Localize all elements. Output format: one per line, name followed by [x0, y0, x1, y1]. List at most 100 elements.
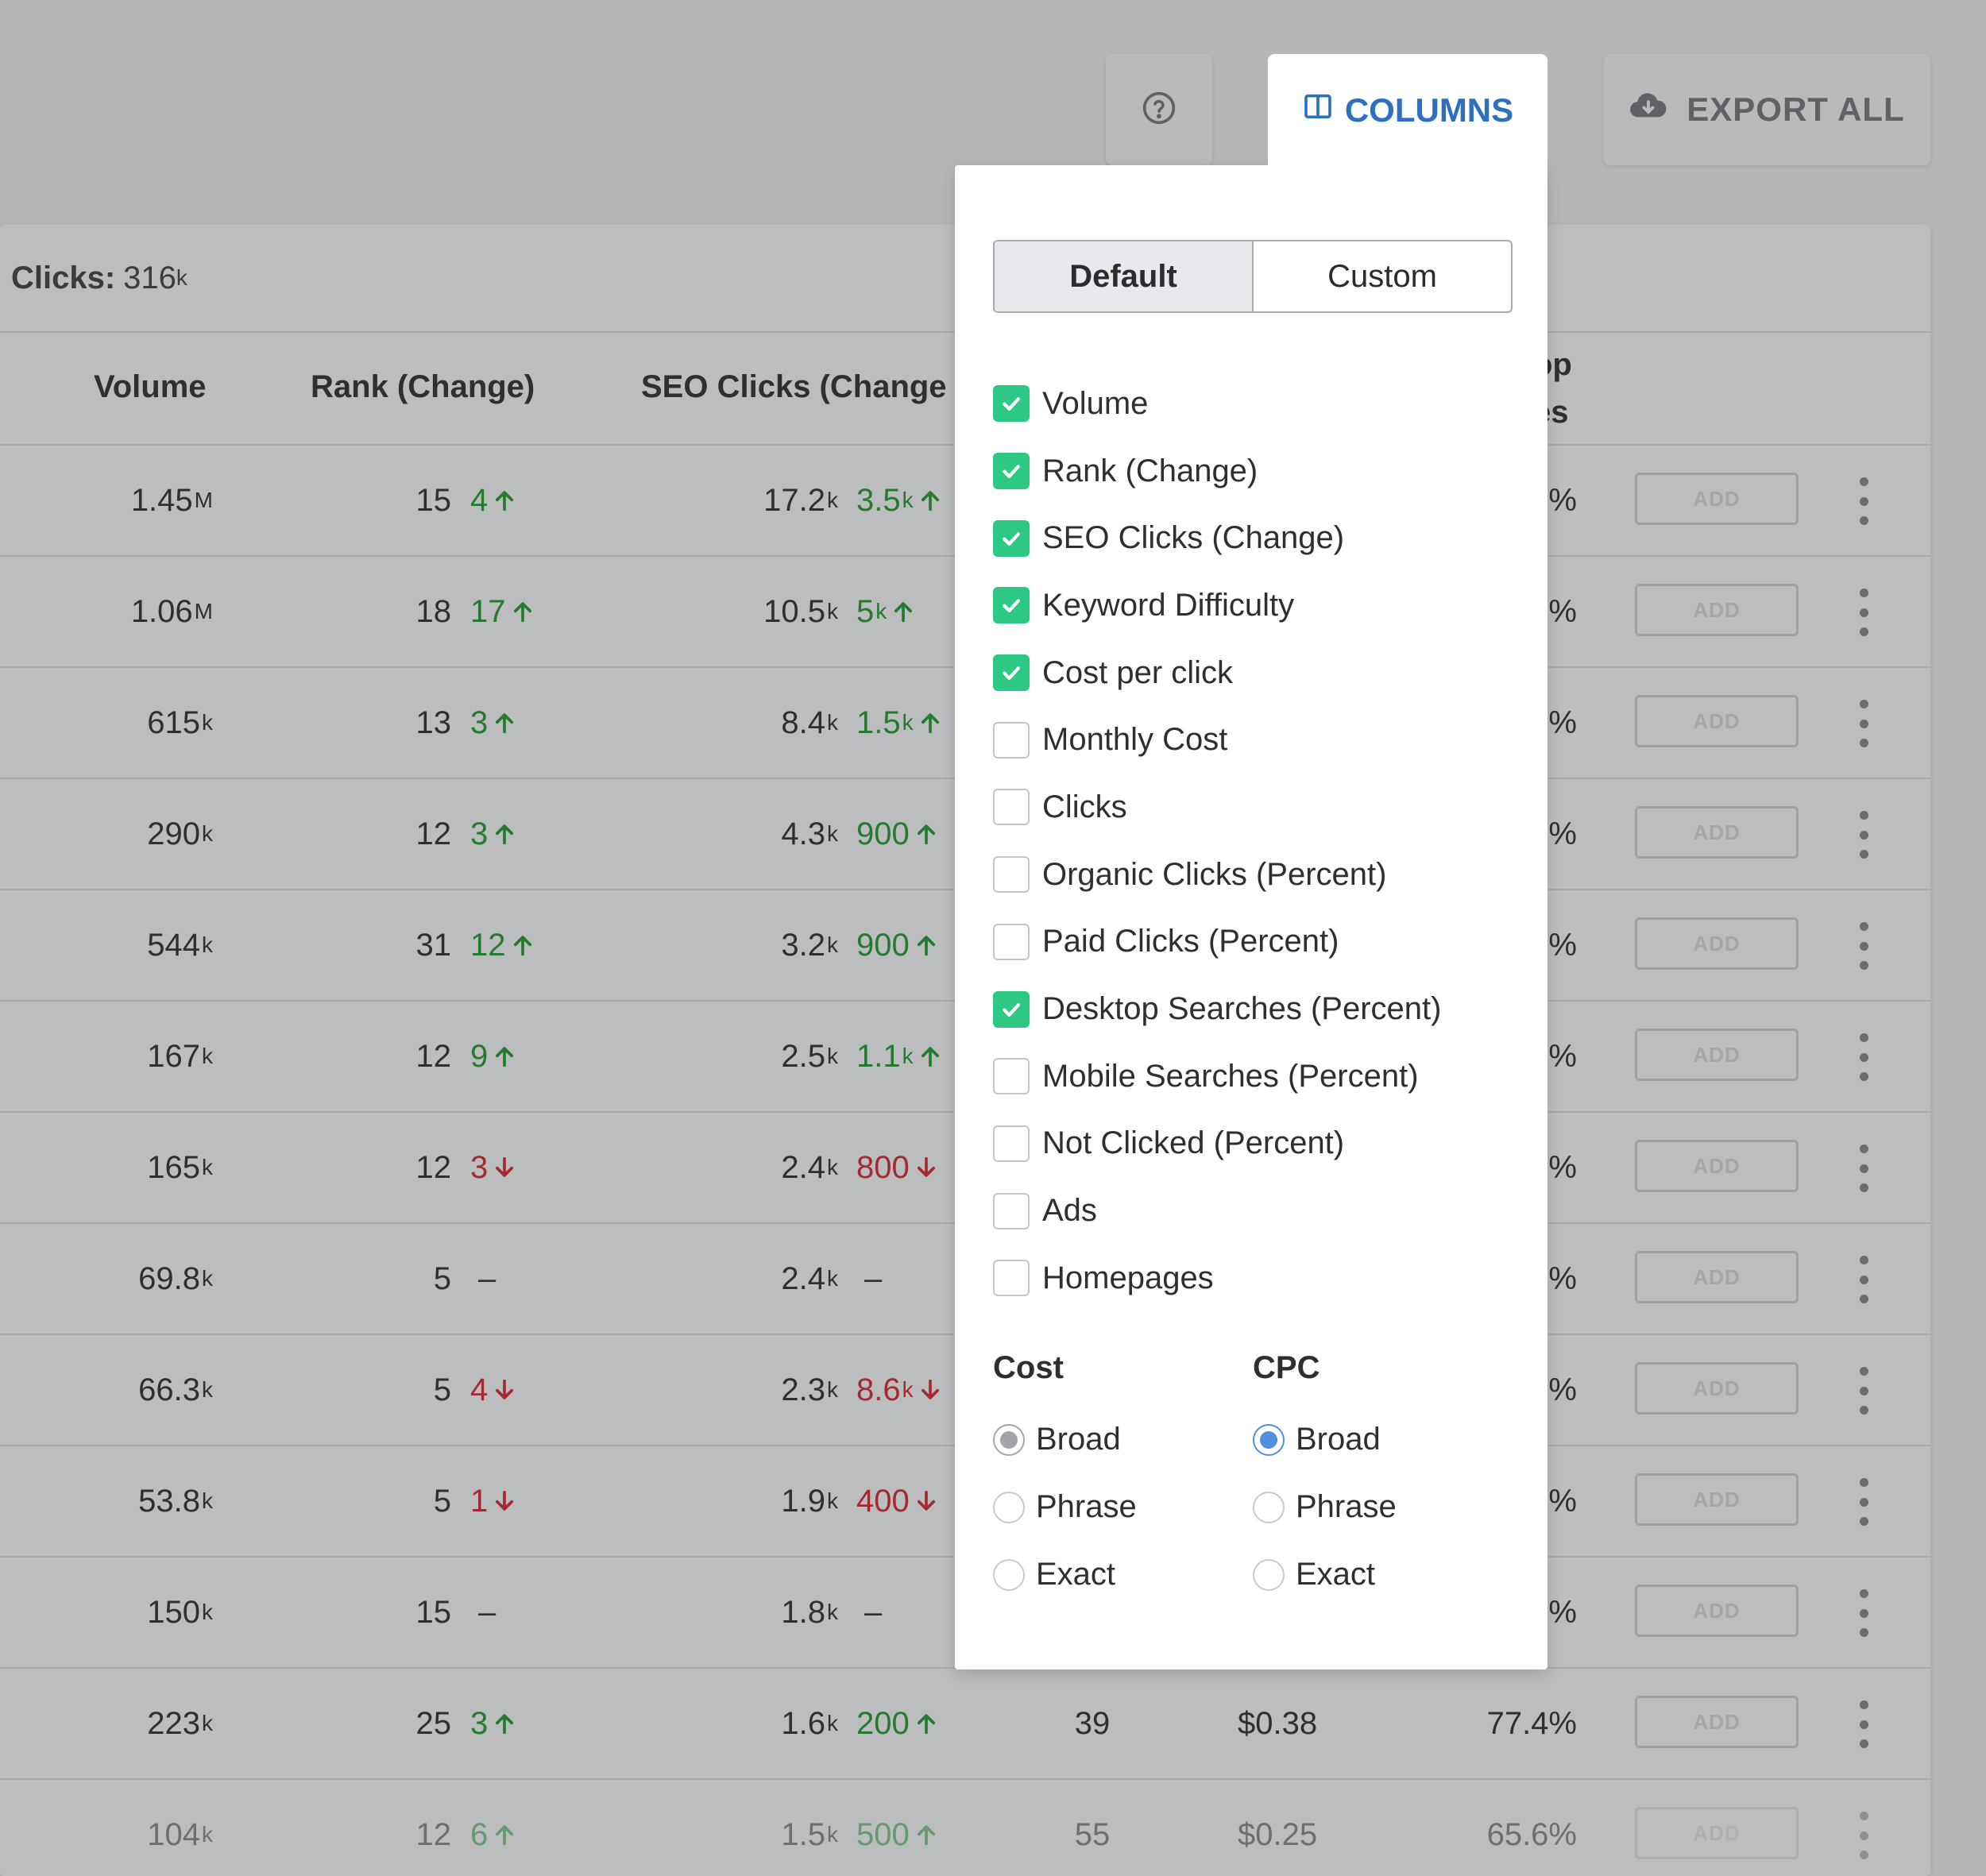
checkbox[interactable] — [993, 990, 1030, 1028]
add-button[interactable]: ADD — [1635, 1140, 1799, 1192]
checkbox[interactable] — [993, 587, 1030, 624]
cost-option[interactable]: Phrase — [993, 1473, 1137, 1541]
volume-unit: k — [202, 1377, 213, 1402]
column-option[interactable]: Volume — [993, 370, 1441, 438]
header-rank-change[interactable]: Rank (Change) — [311, 369, 535, 404]
column-option[interactable]: Rank (Change) — [993, 438, 1441, 505]
tab-default[interactable]: Default — [995, 241, 1254, 311]
checkbox[interactable] — [993, 1192, 1030, 1229]
seo-clicks-change-unit: k — [902, 1044, 914, 1068]
kebab-menu-icon[interactable] — [1856, 477, 1872, 525]
cpc-option-label: Broad — [1296, 1422, 1381, 1457]
seo-clicks-unit: k — [827, 1044, 838, 1068]
kebab-menu-icon[interactable] — [1856, 1033, 1872, 1081]
help-button[interactable] — [1106, 54, 1212, 165]
kebab-menu-icon[interactable] — [1856, 1812, 1872, 1859]
column-option[interactable]: Mobile Searches (Percent) — [993, 1043, 1441, 1110]
desktop-percent-value: % — [1548, 1372, 1577, 1407]
add-button[interactable]: ADD — [1635, 917, 1799, 970]
kebab-menu-icon[interactable] — [1856, 700, 1872, 747]
cpc-option[interactable]: Broad — [1253, 1406, 1397, 1473]
add-button[interactable]: ADD — [1635, 695, 1799, 747]
column-option-label: Paid Clicks (Percent) — [1042, 924, 1339, 959]
checkbox[interactable] — [993, 385, 1030, 423]
header-seo-clicks[interactable]: SEO Clicks (Change — [641, 369, 947, 404]
kebab-menu-icon[interactable] — [1856, 1700, 1872, 1748]
checkbox[interactable] — [993, 856, 1030, 894]
cost-option[interactable]: Broad — [993, 1406, 1137, 1473]
tab-custom[interactable]: Custom — [1327, 258, 1437, 294]
column-option-label: Keyword Difficulty — [1042, 587, 1295, 623]
kebab-menu-icon[interactable] — [1856, 1478, 1872, 1526]
rank-change-value: 17 — [470, 593, 506, 629]
checkbox[interactable] — [993, 453, 1030, 490]
seo-clicks-value: 10.5 — [763, 593, 825, 629]
kebab-menu-icon[interactable] — [1856, 922, 1872, 970]
cpc-option[interactable]: Phrase — [1253, 1473, 1397, 1541]
column-option[interactable]: Homepages — [993, 1245, 1441, 1312]
volume-cell: 544 k — [147, 890, 213, 1000]
add-button[interactable]: ADD — [1635, 1029, 1799, 1081]
column-option[interactable]: Not Clicked (Percent) — [993, 1110, 1441, 1178]
arrow-up-icon — [913, 1709, 940, 1738]
rank-value: 12 — [415, 816, 452, 851]
kebab-menu-icon[interactable] — [1856, 1145, 1872, 1192]
rank-change-value: 3 — [470, 1149, 489, 1185]
column-option[interactable]: Keyword Difficulty — [993, 572, 1441, 639]
checkbox[interactable] — [993, 923, 1030, 960]
add-button[interactable]: ADD — [1635, 584, 1799, 636]
seo-clicks-cell: 8.4 k — [781, 668, 838, 778]
column-option[interactable]: Monthly Cost — [993, 706, 1441, 774]
radio-button[interactable] — [993, 1558, 1025, 1591]
column-option[interactable]: Desktop Searches (Percent) — [993, 975, 1441, 1043]
seo-clicks-change-value: 1.1 — [856, 1038, 901, 1074]
seo-clicks-change-unit: k — [902, 488, 914, 512]
column-option[interactable]: Clicks — [993, 774, 1441, 841]
arrow-up-icon — [917, 486, 944, 515]
add-button[interactable]: ADD — [1635, 1362, 1799, 1415]
column-option[interactable]: Paid Clicks (Percent) — [993, 909, 1441, 976]
kebab-menu-icon[interactable] — [1856, 1589, 1872, 1637]
radio-button[interactable] — [1253, 1558, 1285, 1591]
kebab-menu-icon[interactable] — [1856, 811, 1872, 859]
seo-clicks-cell: 17.2 k — [763, 446, 838, 555]
rank-value: 15 — [415, 1594, 452, 1630]
checkbox[interactable] — [993, 1058, 1030, 1095]
check-icon — [999, 593, 1023, 617]
add-button[interactable]: ADD — [1635, 473, 1799, 525]
add-button[interactable]: ADD — [1635, 806, 1799, 859]
add-button[interactable]: ADD — [1635, 1251, 1799, 1303]
add-button[interactable]: ADD — [1635, 1473, 1799, 1526]
radio-button[interactable] — [1253, 1491, 1285, 1523]
cpc-option[interactable]: Exact — [1253, 1541, 1397, 1608]
column-option[interactable]: Ads — [993, 1177, 1441, 1245]
checkbox[interactable] — [993, 654, 1030, 692]
radio-button[interactable] — [993, 1491, 1025, 1523]
checkbox[interactable] — [993, 1260, 1030, 1297]
add-button[interactable]: ADD — [1635, 1807, 1799, 1859]
add-button[interactable]: ADD — [1635, 1696, 1799, 1748]
kebab-menu-icon[interactable] — [1856, 1256, 1872, 1303]
column-option[interactable]: SEO Clicks (Change) — [993, 504, 1441, 572]
column-option-label: Ads — [1042, 1193, 1097, 1229]
checkbox[interactable] — [993, 789, 1030, 826]
export-all-button[interactable]: EXPORT ALL — [1604, 54, 1930, 165]
desktop-percent-value: % — [1548, 1149, 1577, 1185]
checkbox[interactable] — [993, 1125, 1030, 1162]
kebab-menu-icon[interactable] — [1856, 589, 1872, 636]
header-volume[interactable]: Volume — [94, 369, 207, 404]
volume-cell: 223 k — [147, 1669, 213, 1778]
add-button[interactable]: ADD — [1635, 1585, 1799, 1637]
columns-button[interactable]: COLUMNS — [1268, 54, 1547, 167]
cost-option[interactable]: Exact — [993, 1541, 1137, 1608]
radio-button[interactable] — [1253, 1423, 1285, 1456]
rank-change: 4 — [470, 1335, 518, 1445]
checkbox[interactable] — [993, 721, 1030, 759]
rank-value: 31 — [415, 927, 452, 963]
column-option[interactable]: Cost per click — [993, 639, 1441, 707]
checkbox[interactable] — [993, 519, 1030, 557]
radio-button[interactable] — [993, 1423, 1025, 1456]
column-option[interactable]: Organic Clicks (Percent) — [993, 841, 1441, 909]
kebab-menu-icon[interactable] — [1856, 1367, 1872, 1415]
desktop-percent-value: % — [1548, 1038, 1577, 1074]
